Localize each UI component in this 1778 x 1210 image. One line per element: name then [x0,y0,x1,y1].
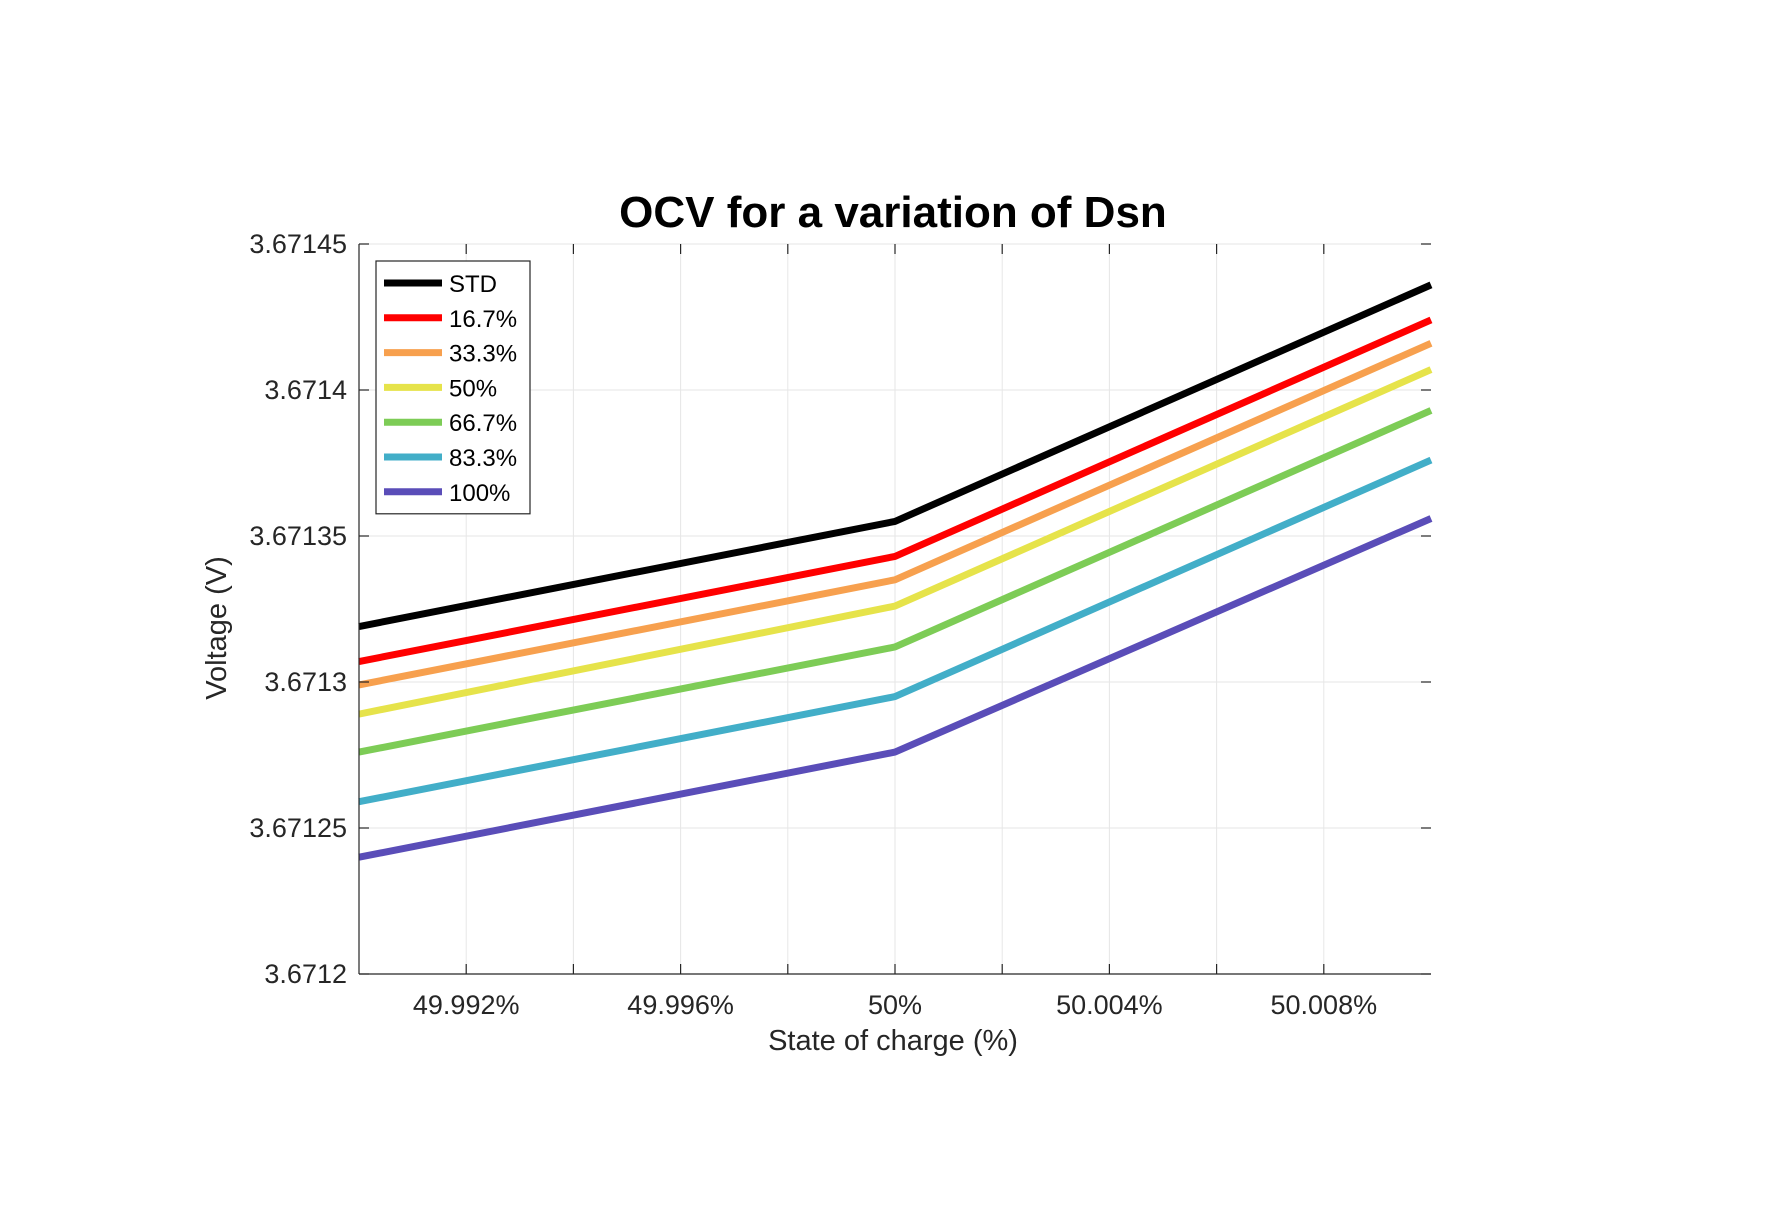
legend-label: 83.3% [449,445,517,472]
series-line-std [358,281,1433,630]
series-line-100 [358,515,1433,861]
legend-label: 100% [449,480,510,507]
x-tick-label: 50.004% [1056,990,1163,1020]
x-tick-label: 50% [868,990,922,1020]
y-axis-ticks: 3.6712 3.67125 3.6713 3.67135 3.6714 3.67145 [249,229,1431,989]
y-tick-label: 3.67145 [249,229,347,259]
legend-label: 16.7% [449,306,517,333]
chart-title: OCV for a variation of Dsn [619,188,1167,237]
y-tick-label: 3.67135 [249,521,347,551]
y-axis-label: Voltage (V) [201,556,233,699]
legend: STD 16.7% 33.3% 50% 66.7% 83.3% 100% [375,260,531,515]
y-tick-label: 3.67125 [249,813,347,843]
x-tick-label: 50.008% [1271,990,1378,1020]
legend-label: 33.3% [449,341,517,368]
legend-label: 50% [449,375,497,402]
series-line-83-3 [358,456,1433,806]
series-line-66-7 [358,407,1433,756]
y-tick-label: 3.6714 [264,375,347,405]
series-line-33-3 [358,340,1433,689]
y-tick-label: 3.6713 [264,667,347,697]
legend-label: STD [449,271,497,298]
y-tick-label: 3.6712 [264,959,347,989]
series-lines [358,281,1433,861]
legend-label: 66.7% [449,410,517,437]
x-axis-ticks: 49.992% 49.996% 50% 50.004% 50.008% [413,244,1377,1020]
series-line-16-7 [358,316,1433,665]
series-line-50 [358,366,1433,718]
x-axis-label: State of charge (%) [768,1025,1018,1057]
x-tick-label: 49.996% [627,990,734,1020]
x-tick-label: 49.992% [413,990,520,1020]
